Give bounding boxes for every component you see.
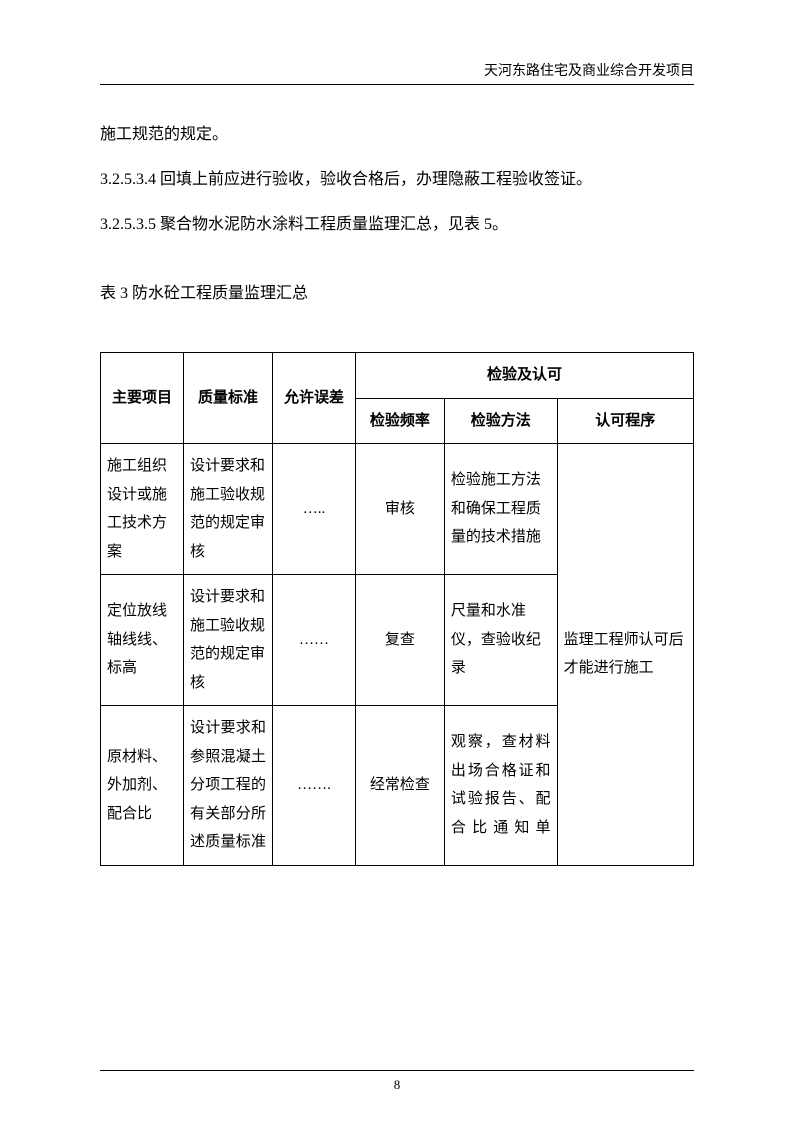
cell-method: 尺量和水准仪，查验收纪录 — [444, 575, 557, 706]
header-quality-standard: 质量标准 — [184, 353, 273, 444]
table-title: 表 3 防水砼工程质量监理汇总 — [100, 272, 694, 317]
cell-tolerance: ……. — [272, 706, 355, 866]
page-number: 8 — [100, 1070, 694, 1093]
header-frequency: 检验频率 — [355, 398, 444, 444]
table-header-row-1: 主要项目 质量标准 允许误差 检验及认可 — [101, 353, 694, 399]
cell-frequency: 经常检查 — [355, 706, 444, 866]
paragraph-2: 3.2.5.3.4 回填上前应进行验收，验收合格后，办理隐蔽工程验收签证。 — [100, 158, 694, 203]
cell-method: 观察，查材料出场合格证和试验报告、配合比通知单 — [444, 706, 557, 866]
cell-tolerance: …… — [272, 575, 355, 706]
cell-main-item: 原材料、外加剂、配合比 — [101, 706, 184, 866]
cell-main-item: 施工组织设计或施工技术方案 — [101, 444, 184, 575]
cell-frequency: 复查 — [355, 575, 444, 706]
header-main-item: 主要项目 — [101, 353, 184, 444]
cell-tolerance: ….. — [272, 444, 355, 575]
paragraph-1: 施工规范的规定。 — [100, 113, 694, 158]
cell-procedure: 监理工程师认可后才能进行施工 — [557, 444, 693, 866]
cell-quality-standard: 设计要求和施工验收规范的规定审核 — [184, 444, 273, 575]
paragraph-3: 3.2.5.3.5 聚合物水泥防水涂料工程质量监理汇总，见表 5。 — [100, 203, 694, 248]
header-procedure: 认可程序 — [557, 398, 693, 444]
header-project-name: 天河东路住宅及商业综合开发项目 — [100, 60, 694, 85]
cell-quality-standard: 设计要求和参照混凝土分项工程的有关部分所述质量标准 — [184, 706, 273, 866]
quality-supervision-table: 主要项目 质量标准 允许误差 检验及认可 检验频率 检验方法 认可程序 施工组织… — [100, 352, 694, 866]
cell-frequency: 审核 — [355, 444, 444, 575]
header-inspection-approval: 检验及认可 — [355, 353, 693, 399]
table-row: 施工组织设计或施工技术方案 设计要求和施工验收规范的规定审核 ….. 审核 检验… — [101, 444, 694, 575]
header-method: 检验方法 — [444, 398, 557, 444]
header-tolerance: 允许误差 — [272, 353, 355, 444]
cell-quality-standard: 设计要求和施工验收规范的规定审核 — [184, 575, 273, 706]
cell-main-item: 定位放线轴线线、标高 — [101, 575, 184, 706]
cell-method: 检验施工方法和确保工程质量的技术措施 — [444, 444, 557, 575]
